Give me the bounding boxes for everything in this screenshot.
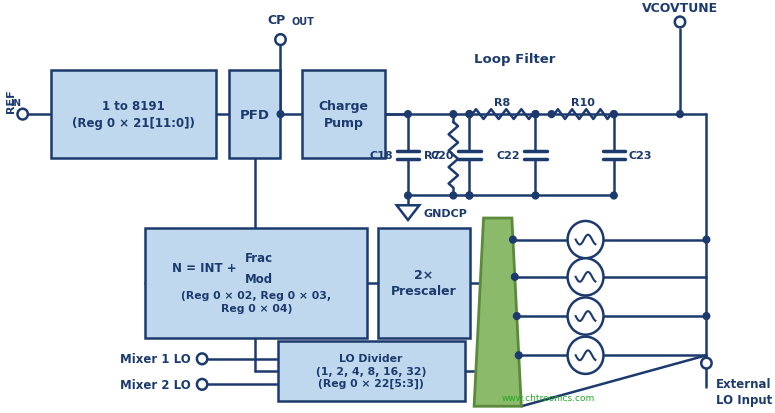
Text: R7: R7	[424, 150, 440, 160]
FancyBboxPatch shape	[302, 71, 385, 159]
Text: Loop Filter: Loop Filter	[474, 52, 556, 66]
Circle shape	[510, 237, 516, 243]
Text: N = INT +: N = INT +	[172, 261, 237, 274]
Circle shape	[466, 112, 473, 118]
Text: 1 to 8191
(Reg 0 × 21[11:0]): 1 to 8191 (Reg 0 × 21[11:0])	[72, 100, 195, 130]
Text: 2×
Prescaler: 2× Prescaler	[391, 268, 457, 298]
Text: LO Divider
(1, 2, 4, 8, 16, 32)
(Reg 0 × 22[5:3]): LO Divider (1, 2, 4, 8, 16, 32) (Reg 0 ×…	[316, 354, 426, 389]
Circle shape	[405, 112, 412, 118]
Text: External
LO Input: External LO Input	[716, 377, 772, 406]
Circle shape	[450, 192, 456, 199]
Text: R8: R8	[494, 98, 511, 108]
Circle shape	[567, 298, 604, 335]
Circle shape	[532, 192, 539, 199]
Text: C23: C23	[629, 150, 653, 160]
Text: REF: REF	[6, 89, 16, 113]
Text: C20: C20	[431, 150, 454, 160]
Polygon shape	[397, 206, 419, 221]
Circle shape	[567, 337, 604, 374]
Circle shape	[567, 259, 604, 296]
Text: CP: CP	[267, 14, 286, 27]
Text: IN: IN	[10, 99, 21, 107]
Circle shape	[275, 35, 286, 46]
Text: PFD: PFD	[239, 108, 270, 121]
Circle shape	[703, 313, 710, 320]
Circle shape	[611, 112, 617, 118]
Text: Mixer 1 LO: Mixer 1 LO	[120, 352, 191, 366]
Circle shape	[277, 112, 284, 118]
Circle shape	[701, 358, 711, 369]
Polygon shape	[474, 218, 522, 406]
Circle shape	[466, 192, 473, 199]
Circle shape	[514, 313, 520, 320]
Circle shape	[677, 112, 684, 118]
Text: Mod: Mod	[246, 273, 274, 286]
Text: GNDCP: GNDCP	[423, 209, 467, 218]
FancyBboxPatch shape	[229, 71, 281, 159]
FancyBboxPatch shape	[277, 341, 465, 401]
Circle shape	[548, 112, 555, 118]
Circle shape	[18, 109, 28, 120]
Text: www.chtreonics.com: www.chtreonics.com	[501, 394, 594, 402]
Text: VCOVTUNE: VCOVTUNE	[642, 2, 718, 15]
FancyBboxPatch shape	[51, 71, 216, 159]
FancyBboxPatch shape	[146, 228, 367, 338]
Text: (Reg 0 × 02, Reg 0 × 03,
Reg 0 × 04): (Reg 0 × 02, Reg 0 × 03, Reg 0 × 04)	[181, 290, 332, 313]
Text: C18: C18	[369, 150, 393, 160]
Text: Charge
Pump: Charge Pump	[319, 100, 369, 130]
Circle shape	[675, 17, 685, 28]
Text: OUT: OUT	[292, 17, 315, 27]
Circle shape	[466, 192, 473, 199]
Circle shape	[450, 112, 456, 118]
Circle shape	[703, 237, 710, 243]
Circle shape	[532, 112, 539, 118]
FancyBboxPatch shape	[377, 228, 470, 338]
Circle shape	[611, 192, 617, 199]
Circle shape	[532, 112, 539, 118]
Text: Frac: Frac	[246, 251, 274, 264]
Circle shape	[405, 192, 412, 199]
Circle shape	[466, 112, 473, 118]
Circle shape	[512, 274, 518, 280]
Circle shape	[611, 112, 617, 118]
Circle shape	[197, 379, 207, 390]
Text: C22: C22	[497, 150, 520, 160]
Text: Mixer 2 LO: Mixer 2 LO	[120, 378, 191, 391]
Circle shape	[197, 354, 207, 364]
Circle shape	[515, 352, 522, 359]
Text: R10: R10	[570, 98, 594, 108]
Circle shape	[567, 221, 604, 259]
